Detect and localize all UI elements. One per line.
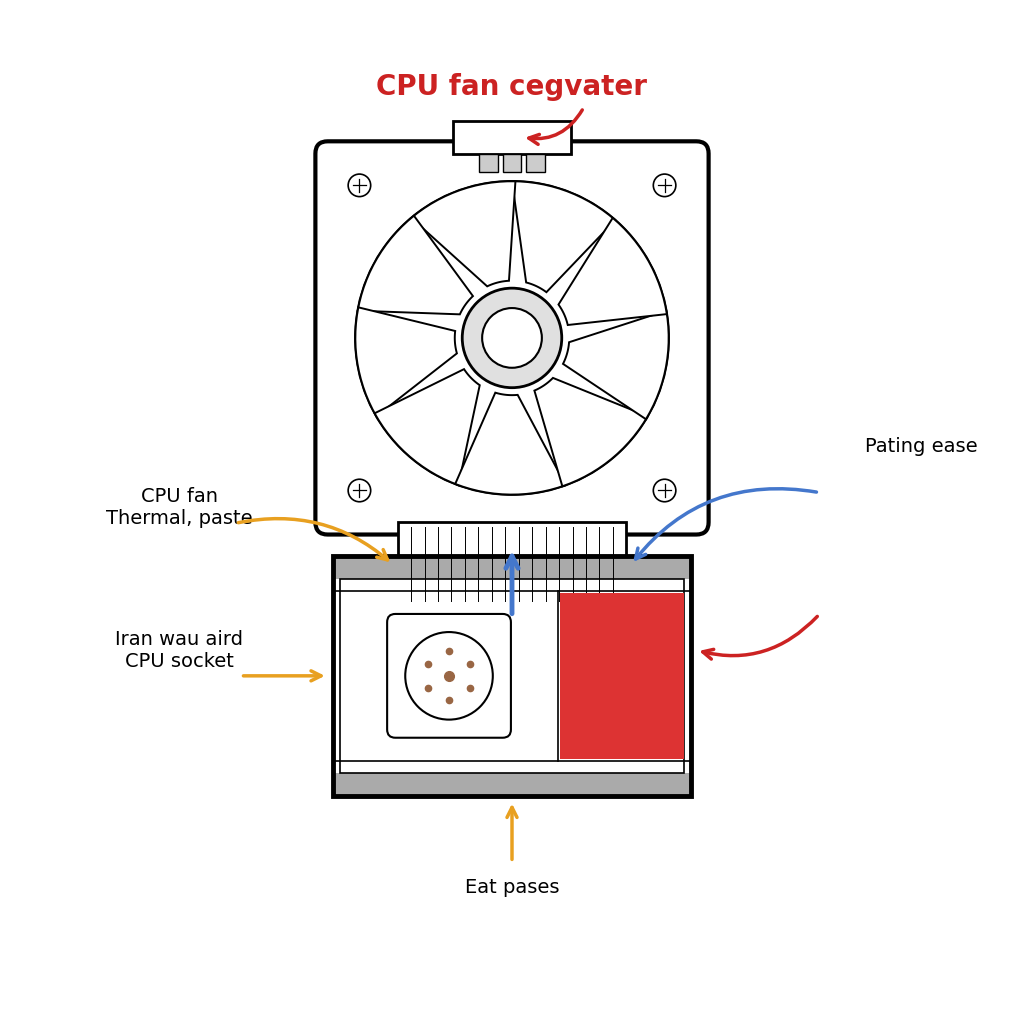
Polygon shape — [412, 181, 515, 287]
Bar — [560, 593, 684, 759]
Circle shape — [462, 288, 562, 388]
Polygon shape — [357, 216, 473, 314]
Polygon shape — [456, 392, 565, 495]
Circle shape — [348, 479, 371, 502]
Circle shape — [406, 632, 493, 720]
Bar — [333, 773, 691, 796]
Bar — [453, 121, 571, 154]
Circle shape — [653, 174, 676, 197]
Polygon shape — [563, 310, 669, 419]
Bar — [479, 154, 498, 172]
Circle shape — [348, 174, 371, 197]
Circle shape — [482, 308, 542, 368]
Polygon shape — [512, 181, 615, 292]
Text: Pating ease: Pating ease — [865, 437, 978, 456]
Polygon shape — [558, 218, 667, 325]
FancyBboxPatch shape — [315, 141, 709, 535]
Text: Eat pases: Eat pases — [465, 879, 559, 897]
Bar — [333, 556, 691, 796]
Polygon shape — [355, 307, 457, 416]
Text: Iran wau aird
CPU socket: Iran wau aird CPU socket — [115, 630, 244, 671]
Polygon shape — [375, 369, 479, 485]
Bar — [526, 154, 545, 172]
Text: CPU fan cegvater: CPU fan cegvater — [377, 73, 647, 101]
Bar — [333, 556, 691, 579]
Circle shape — [653, 479, 676, 502]
FancyBboxPatch shape — [387, 614, 511, 737]
Bar — [397, 522, 627, 606]
Bar — [503, 154, 521, 172]
Text: CPU fan
Thermal, paste: CPU fan Thermal, paste — [105, 487, 253, 528]
Polygon shape — [535, 378, 648, 486]
Bar — [340, 579, 684, 773]
